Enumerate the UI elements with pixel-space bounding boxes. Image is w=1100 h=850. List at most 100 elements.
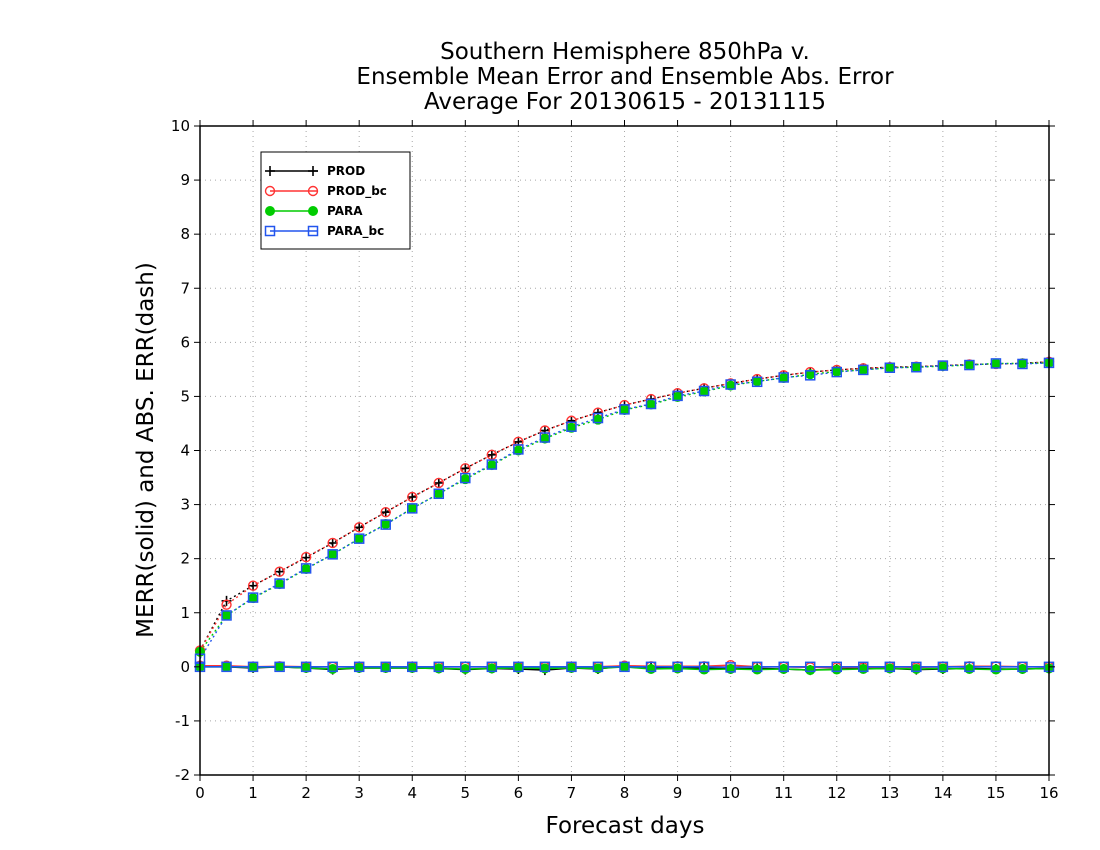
para-bc-merr-point — [566, 661, 577, 673]
para-bc-merr-point — [1017, 661, 1028, 673]
x-tick-label: 3 — [354, 784, 364, 802]
x-tick-label: 4 — [407, 784, 417, 802]
y-tick-label: 9 — [180, 171, 190, 189]
para-bc-abs-err-point — [964, 359, 975, 371]
x-tick-label: 8 — [620, 784, 630, 802]
para-merr-point — [327, 663, 338, 674]
para-bc-merr-point — [884, 661, 896, 673]
x-tick-label: 13 — [880, 784, 899, 802]
para-abs-err-point — [646, 399, 657, 410]
para-bc-abs-err-point — [990, 358, 1002, 369]
x-tick-label: 16 — [1039, 784, 1058, 802]
para-bc-abs-err-point — [698, 385, 710, 397]
para-abs-err-point — [486, 460, 497, 471]
para-bc-abs-err-point — [725, 379, 736, 390]
para-abs-err-point — [354, 533, 365, 544]
para-bc-merr-point — [698, 661, 710, 673]
para-abs-err-point — [964, 360, 975, 371]
prod-abs-err-point — [380, 507, 391, 518]
prod-bc-abs-err-point — [327, 537, 338, 549]
para-merr-point — [911, 663, 922, 674]
para-bc-abs-err-point — [937, 360, 949, 371]
para-bc-merr-point — [911, 661, 922, 673]
para-merr-point — [805, 665, 816, 676]
prod-abs-err-point — [274, 566, 285, 577]
prod-bc-abs-err-point — [353, 522, 365, 533]
legend-marker-prod-bc — [307, 185, 319, 197]
legend-items: PROD PROD_bc PARA PARA_bc — [264, 164, 387, 239]
legend-marker-para-bc — [264, 225, 276, 237]
prod-bc-abs-err-point — [380, 506, 391, 518]
para-bc-merr-point — [433, 661, 445, 673]
legend-label-prod-bc: PROD_bc — [327, 184, 387, 199]
prod-abs-err-point — [248, 580, 259, 591]
prod-bc-abs-err-point — [221, 599, 232, 610]
x-axis-label: Forecast days — [546, 813, 705, 839]
legend-marker-prod — [265, 166, 275, 176]
para-merr-point — [964, 663, 975, 674]
x-tick-label: 10 — [721, 784, 740, 802]
para-abs-err-point — [937, 361, 948, 372]
para-bc-merr-point — [937, 661, 949, 673]
para-bc-merr-point — [804, 661, 816, 673]
para-abs-err-point — [884, 362, 895, 373]
para-bc-abs-err-point — [619, 404, 630, 415]
para-bc-merr-point — [725, 662, 736, 673]
para-bc-abs-err-point — [486, 459, 498, 470]
para-bc-merr-point — [407, 661, 418, 673]
prod-bc-abs-err-point — [407, 491, 418, 503]
series-layer — [194, 356, 1055, 676]
prod-abs-err-point — [407, 492, 418, 503]
para-bc-merr-point — [513, 661, 524, 673]
para-bc-merr-point — [645, 661, 657, 673]
para-bc-merr-point — [327, 661, 338, 673]
para-bc-merr-point — [964, 661, 975, 673]
prod-bc-abs-err-point — [274, 566, 285, 577]
para-bc-abs-err-point — [1017, 358, 1028, 370]
para-abs-err-point — [433, 488, 444, 499]
para-abs-err-point — [619, 404, 630, 415]
para-abs-err-point — [990, 358, 1001, 369]
prod-bc-abs-err-point — [300, 551, 312, 563]
prod-abs-err-point — [460, 463, 471, 474]
x-tick-label: 6 — [514, 784, 524, 802]
prod-bc-abs-err-point — [433, 477, 444, 489]
para-bc-merr-point — [592, 661, 604, 673]
para-bc-abs-err-point — [645, 398, 657, 410]
y-tick-label: 2 — [180, 550, 190, 568]
para-merr-point — [699, 664, 710, 675]
para-bc-abs-err-point — [672, 390, 683, 402]
para-abs-err-point — [248, 593, 259, 604]
para-merr-point — [831, 664, 842, 675]
para-merr-point — [248, 662, 259, 673]
para-bc-abs-err-point — [566, 421, 577, 432]
x-tick-label: 0 — [195, 784, 205, 802]
para-bc-abs-err-point — [221, 610, 232, 621]
para-abs-err-point — [831, 366, 842, 377]
para-bc-abs-err-point — [884, 362, 896, 374]
para-merr-point — [221, 661, 232, 672]
para-bc-merr-point — [274, 661, 285, 673]
para-abs-err-point — [699, 386, 710, 397]
para-bc-abs-err-point — [778, 372, 789, 383]
para-bc-abs-err-point — [460, 472, 471, 484]
legend-label-para-bc: PARA_bc — [327, 224, 384, 239]
legend-label-para: PARA — [327, 204, 363, 218]
para-merr-point — [274, 661, 285, 672]
y-tick-label: 4 — [180, 442, 190, 460]
para-bc-merr-point — [619, 661, 630, 673]
para-merr-point — [858, 663, 869, 674]
para-bc-abs-err-point — [407, 503, 418, 514]
para-merr-point — [619, 661, 630, 672]
legend-marker-prod — [308, 166, 318, 176]
legend-marker-prod-bc — [264, 185, 276, 197]
legend-marker-para — [265, 206, 275, 216]
y-tick-label: 10 — [171, 117, 190, 135]
para-bc-merr-point — [380, 661, 391, 673]
y-axis-label: MERR(solid) and ABS. ERR(dash) — [133, 262, 159, 638]
prod-abs-err-point — [486, 449, 497, 460]
para-bc-merr-point — [672, 661, 683, 673]
para-abs-err-line — [199, 362, 1050, 653]
para-bc-merr-point — [778, 661, 789, 673]
